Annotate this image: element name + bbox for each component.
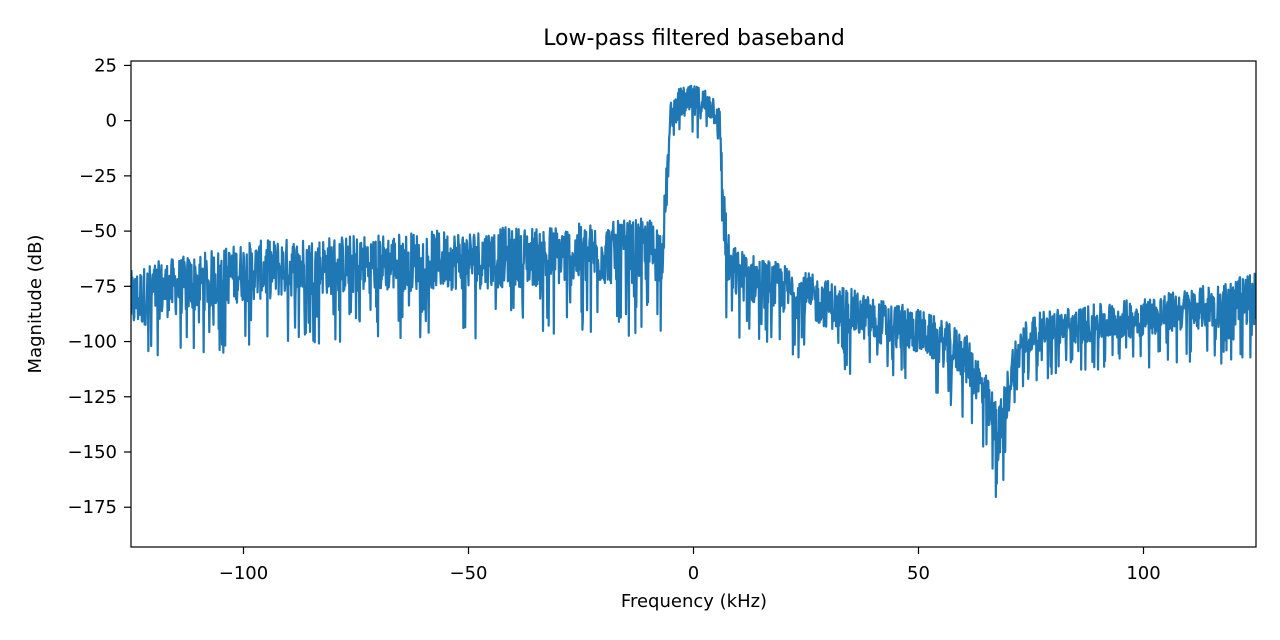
x-tick-label: 100 (1126, 563, 1160, 584)
x-axis-title: Frequency (kHz) (621, 591, 767, 612)
series-line-0 (131, 84, 1256, 498)
y-tick-label: −125 (68, 387, 117, 408)
chart-title: Low-pass filtered baseband (543, 26, 845, 51)
y-axis-title: Magnitude (dB) (25, 235, 46, 374)
y-tick-label: −100 (68, 332, 117, 353)
x-tick-label: 0 (688, 563, 699, 584)
y-tick-label: −175 (68, 497, 117, 518)
y-tick-label: 25 (94, 55, 117, 76)
y-tick-label: −25 (79, 166, 117, 187)
x-tick-label: 50 (907, 563, 930, 584)
x-axis: −100 −50 0 50 100 (219, 547, 1161, 584)
x-tick-label: −100 (219, 563, 268, 584)
x-tick-label: −50 (450, 563, 488, 584)
series-layer (131, 84, 1256, 498)
y-tick-label: −150 (68, 442, 117, 463)
y-tick-label: −50 (79, 221, 117, 242)
y-tick-label: 0 (106, 111, 117, 132)
y-tick-label: −75 (79, 276, 117, 297)
y-axis: 25 0 −25 −50 −75 −100 −125 −150 −175 (68, 55, 131, 518)
